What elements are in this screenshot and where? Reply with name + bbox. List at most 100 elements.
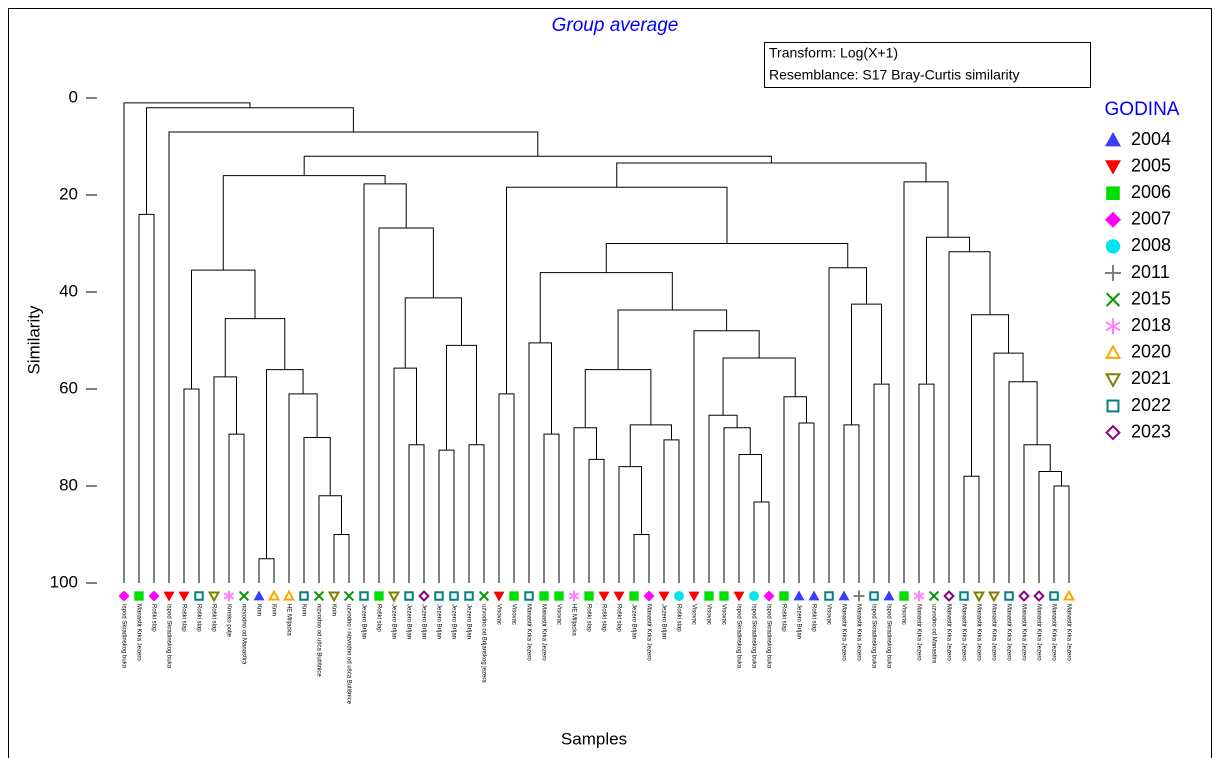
branch bbox=[798, 422, 815, 583]
leaf-marker-shape bbox=[253, 590, 265, 601]
branch bbox=[266, 369, 304, 559]
legend-label: 2023 bbox=[1131, 421, 1171, 441]
leaf-label: Roški slap bbox=[150, 604, 156, 632]
legend-marker-shape bbox=[1105, 321, 1121, 332]
leaf-marker-shape bbox=[763, 590, 775, 602]
leaf-marker-shape bbox=[688, 591, 700, 602]
branch bbox=[633, 534, 650, 583]
leaf-marker bbox=[404, 591, 414, 601]
leaf-marker-shape bbox=[913, 592, 925, 600]
leaf-marker bbox=[163, 591, 175, 602]
leaf-marker-shape bbox=[584, 591, 594, 601]
leaf-label: nizvodno od ušća Butišnice bbox=[315, 604, 321, 677]
legend-marker-shape bbox=[1104, 344, 1122, 359]
leaf-marker-shape bbox=[838, 590, 850, 601]
leaf-marker-shape bbox=[899, 591, 909, 601]
branch bbox=[363, 183, 407, 583]
leaf-marker-shape bbox=[643, 590, 655, 602]
leaf-label: Visovac bbox=[555, 604, 561, 625]
legend-marker bbox=[1105, 318, 1121, 335]
leaf-marker bbox=[598, 591, 610, 602]
leaf-marker bbox=[869, 591, 879, 601]
leaf-label: Jezero Brljan bbox=[390, 604, 396, 639]
leaf-marker-shape bbox=[749, 591, 759, 601]
branch bbox=[224, 318, 286, 377]
leaf-label: Ispod Skradinskog buka bbox=[165, 604, 171, 669]
leaf-marker-shape bbox=[207, 591, 221, 603]
legend-label: 2006 bbox=[1131, 182, 1171, 202]
branch bbox=[573, 427, 597, 583]
leaf-label: Jezero Brljan bbox=[420, 604, 426, 639]
y-tick-label: 100 bbox=[50, 572, 78, 591]
leaf-marker-shape bbox=[464, 591, 474, 601]
leaf-marker-shape bbox=[223, 592, 235, 600]
leaf-marker bbox=[719, 591, 729, 601]
legend-label: 2021 bbox=[1131, 368, 1171, 388]
leaf-marker-shape bbox=[387, 591, 401, 603]
legend-marker bbox=[1105, 292, 1121, 307]
legend-marker bbox=[1104, 373, 1122, 388]
legend-label: 2011 bbox=[1131, 262, 1170, 282]
legend-marker bbox=[1106, 186, 1120, 200]
leaf-label: Manastir Krka Jezero bbox=[1005, 604, 1011, 661]
branch bbox=[753, 501, 770, 583]
branch bbox=[948, 251, 991, 583]
branch bbox=[123, 102, 251, 583]
legend-marker bbox=[1105, 160, 1121, 175]
leaf-label: Roški slap bbox=[675, 604, 681, 632]
branch bbox=[971, 314, 1010, 477]
branch bbox=[926, 236, 971, 385]
branch bbox=[393, 367, 417, 583]
leaf-marker bbox=[509, 591, 519, 601]
leaf-marker-shape bbox=[598, 591, 610, 602]
branch bbox=[738, 453, 762, 583]
leaf-marker bbox=[178, 591, 190, 602]
note: Resemblance: S17 Bray-Curtis similarity bbox=[769, 67, 1020, 83]
leaf-marker-shape bbox=[959, 591, 969, 601]
leaf-marker bbox=[282, 589, 296, 601]
leaf-label: Manastir Krka Jezero bbox=[1020, 604, 1026, 661]
leaf-marker bbox=[763, 590, 775, 602]
leaf-marker bbox=[928, 590, 940, 602]
leaf-label: Visovac bbox=[705, 604, 711, 625]
leaf-marker-shape bbox=[613, 591, 625, 602]
branch bbox=[783, 396, 807, 583]
note-box bbox=[764, 42, 1091, 88]
leaf-marker bbox=[1018, 590, 1030, 602]
leaf-label: Knin bbox=[255, 604, 261, 616]
legend-marker bbox=[1106, 399, 1120, 413]
leaf-marker-shape bbox=[824, 591, 834, 601]
leaf-marker-shape bbox=[404, 591, 414, 601]
leaf-marker bbox=[387, 591, 401, 603]
branch bbox=[605, 243, 849, 273]
branch bbox=[723, 427, 751, 583]
leaf-marker bbox=[793, 590, 805, 601]
leaf-marker bbox=[584, 591, 594, 601]
legend-label: 2020 bbox=[1131, 342, 1171, 362]
leaf-marker bbox=[987, 591, 1001, 603]
leaf-marker-shape bbox=[148, 590, 160, 602]
legend-marker bbox=[1105, 132, 1121, 147]
leaf-marker-shape bbox=[704, 591, 714, 601]
legend-label: 2018 bbox=[1131, 315, 1171, 335]
leaf-label: Roški slap bbox=[615, 604, 621, 632]
leaf-label: Visovac bbox=[720, 604, 726, 625]
branch bbox=[629, 424, 672, 467]
branch bbox=[168, 131, 539, 583]
leaf-marker bbox=[253, 590, 265, 601]
legend-marker-shape bbox=[1105, 160, 1121, 175]
leaf-label: Manastir Krka Jezero bbox=[1035, 604, 1041, 661]
x-axis-label: Samples bbox=[561, 729, 627, 748]
leaf-marker-shape bbox=[299, 591, 309, 601]
branch bbox=[663, 439, 680, 583]
branch bbox=[468, 444, 485, 583]
leaf-label: Visovac bbox=[495, 604, 501, 625]
branch bbox=[258, 558, 275, 583]
leaf-label: Visovac bbox=[825, 604, 831, 625]
leaf-marker bbox=[478, 590, 490, 602]
branch bbox=[378, 227, 434, 583]
leaf-marker-shape bbox=[674, 591, 684, 601]
branch bbox=[213, 376, 237, 583]
branch bbox=[498, 393, 515, 583]
y-tick-label: 0 bbox=[69, 87, 78, 106]
